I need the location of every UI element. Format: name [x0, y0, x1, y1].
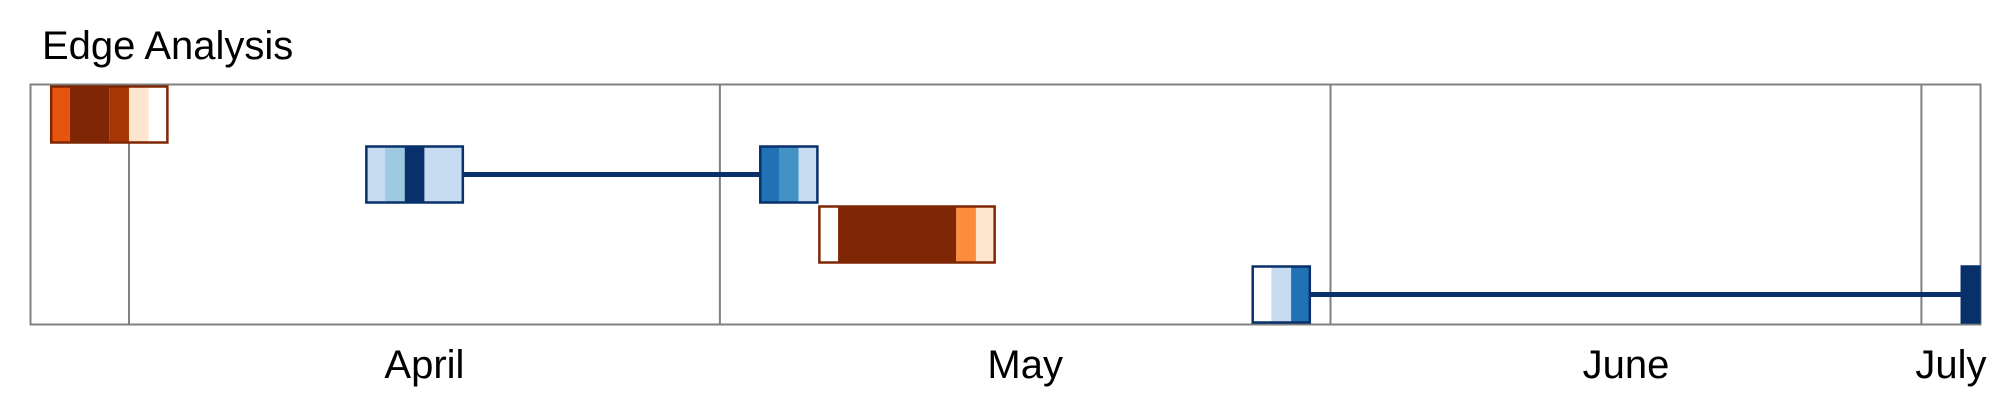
timeline-row-1 — [49, 85, 169, 144]
month-label: May — [987, 343, 1063, 387]
month-labels: April May June July — [384, 343, 1986, 387]
timeline-segment — [975, 205, 996, 264]
timeline-row-3 — [818, 205, 996, 264]
timeline-segment — [1271, 265, 1292, 324]
timeline-segment — [385, 145, 405, 204]
chart-title: Edge Analysis — [42, 24, 294, 68]
segment-group-border — [49, 85, 169, 144]
month-label: June — [1583, 343, 1670, 387]
segment-group-border — [365, 145, 465, 204]
timeline-segment — [1291, 265, 1311, 324]
timeline-segment — [956, 205, 976, 264]
timeline-segment — [818, 205, 839, 264]
segment-group-border — [1960, 265, 1981, 324]
timeline-segment — [759, 145, 779, 204]
timeline-segment — [798, 145, 819, 204]
timeline-segment — [148, 85, 169, 144]
month-label: July — [1915, 343, 1986, 387]
timeline-segment — [69, 85, 110, 144]
timeline-segment — [1960, 265, 1981, 324]
timeline-segment — [778, 145, 799, 204]
timeline-segment — [50, 85, 70, 144]
month-label: April — [384, 343, 464, 387]
segment-group-border — [759, 145, 819, 204]
timeline-segment — [424, 145, 464, 204]
timeline-segment — [109, 85, 129, 144]
segment-group-border — [818, 205, 996, 264]
timeline-row-2 — [365, 145, 819, 204]
timeline-segment — [838, 205, 957, 264]
timeline-segment — [404, 145, 425, 204]
segment-group-border — [1251, 265, 1312, 324]
timeline-row-4 — [1251, 265, 1981, 324]
timeline-segment — [365, 145, 386, 204]
timeline-rows — [49, 85, 1981, 324]
timeline-segment — [1251, 265, 1272, 324]
plot-area-frame — [29, 83, 1982, 326]
timeline-segment — [128, 85, 149, 144]
